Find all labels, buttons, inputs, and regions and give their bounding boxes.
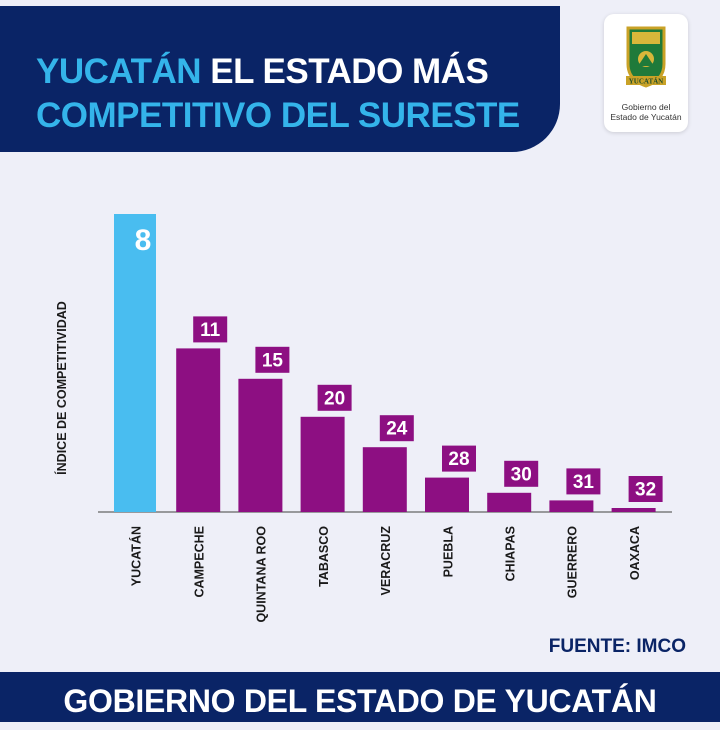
x-tick-label: TABASCO — [317, 526, 331, 587]
data-label-box — [504, 460, 539, 487]
logo-caption-line2: Estado de Yucatán — [610, 112, 682, 122]
x-tick-label: VERACRUZ — [379, 526, 393, 596]
data-label: 32 — [635, 480, 656, 501]
data-label: 20 — [324, 388, 345, 409]
bar-oaxaca — [611, 508, 656, 512]
bar-chiapas — [487, 492, 532, 512]
x-tick-label: OAXACA — [628, 526, 642, 580]
source-label: FUENTE: IMCO — [548, 636, 686, 657]
logo-emblem-text: YUCATÁN — [629, 78, 663, 86]
data-label-box — [442, 445, 476, 472]
header-banner: YUCATÁN EL ESTADO MÁS COMPETITIVO DEL SUR… — [0, 6, 560, 152]
x-tick-label: CHIAPAS — [503, 526, 517, 581]
data-label: 24 — [386, 419, 408, 440]
logo-caption-line1: Gobierno del — [621, 102, 671, 112]
data-label: 30 — [511, 464, 532, 485]
data-label-box — [193, 316, 228, 343]
bar-tabasco — [300, 416, 345, 512]
footer-banner: GOBIERNO DEL ESTADO DE YUCATÁN — [0, 672, 720, 722]
government-logo: YUCATÁN Gobierno del Estado de Yucatán — [604, 14, 688, 132]
x-tick-label: QUINTANA ROO — [255, 526, 269, 623]
title-rest: EL ESTADO MÁS — [201, 52, 489, 91]
data-label-box — [255, 346, 290, 373]
page-title: YUCATÁN EL ESTADO MÁS COMPETITIVO DEL SUR… — [36, 50, 520, 138]
data-label-box — [628, 476, 663, 502]
data-label-box — [317, 384, 352, 411]
x-tick-label: PUEBLA — [441, 526, 455, 577]
logo-caption: Gobierno del Estado de Yucatán — [604, 102, 688, 122]
bar-puebla — [425, 477, 469, 512]
bar-campeche — [176, 348, 221, 512]
bar-guerrero — [549, 500, 594, 512]
data-label: 28 — [448, 449, 469, 470]
data-label: 11 — [200, 320, 221, 341]
x-tick-label: GUERRERO — [566, 526, 580, 599]
bar-veracruz — [362, 447, 407, 512]
bar-chart: 8 YUCATÁN 11 CAMPECHE 15 QUINTANA ROO 20 TABASC… — [98, 214, 672, 623]
data-label: 8 — [135, 224, 152, 257]
title-line2: COMPETITIVO DEL SURESTE — [36, 96, 520, 135]
bar-yucatán — [114, 214, 156, 512]
coat-of-arms-icon: YUCATÁN — [626, 26, 666, 88]
data-label: 15 — [262, 350, 284, 371]
bar-quintana-roo — [238, 378, 283, 512]
title-highlight: YUCATÁN — [36, 52, 202, 91]
data-label-box — [566, 468, 601, 495]
data-label: 31 — [573, 472, 595, 493]
x-tick-label: CAMPECHE — [192, 526, 206, 598]
x-tick-label: YUCATÁN — [128, 526, 143, 586]
data-label-box — [379, 415, 414, 442]
